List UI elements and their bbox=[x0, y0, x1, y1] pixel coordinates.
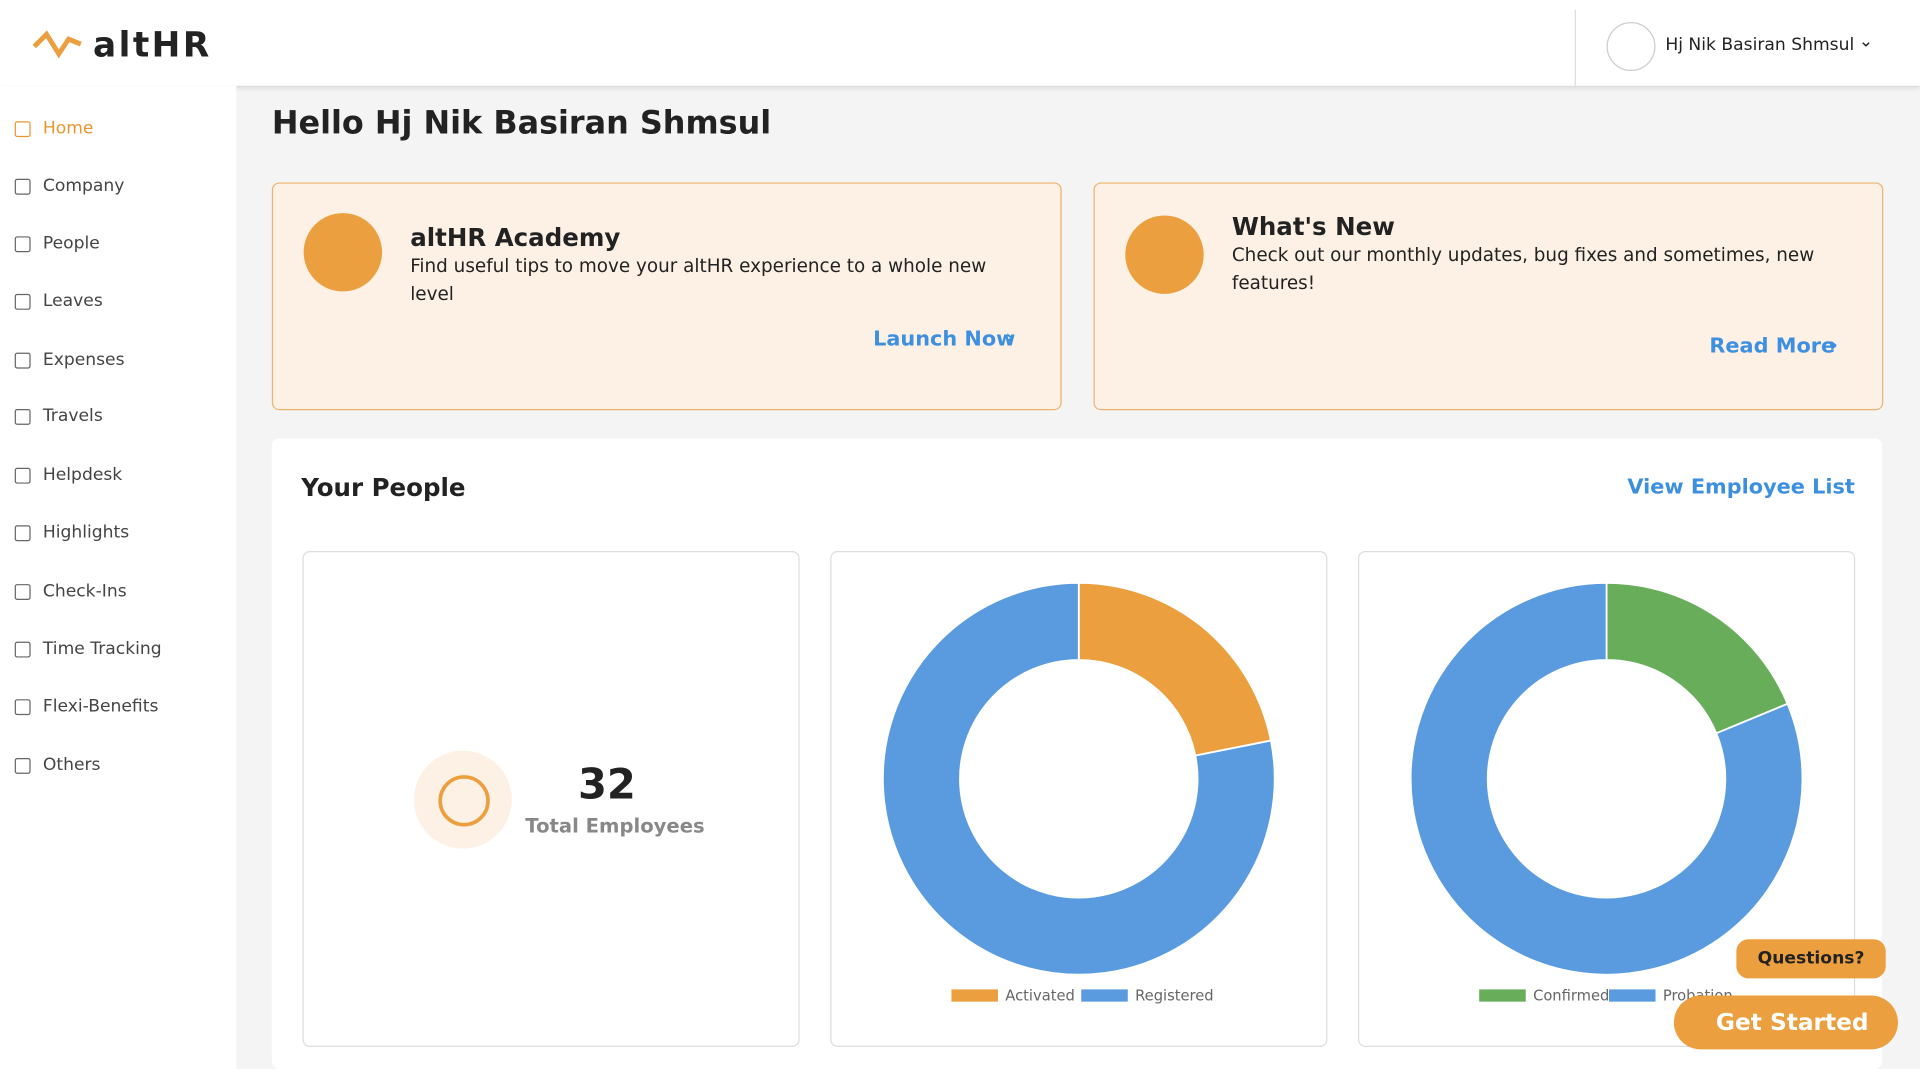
donut-chart: Activated Registered bbox=[882, 581, 1276, 1004]
card-title: What's New bbox=[1231, 211, 1395, 242]
nav-item[interactable]: Company bbox=[14, 176, 125, 196]
avatar[interactable] bbox=[1606, 22, 1656, 72]
nav-item[interactable]: Expenses bbox=[14, 350, 125, 370]
card-link[interactable]: Launch Now bbox=[873, 326, 1016, 352]
total-value: 32 bbox=[577, 760, 636, 810]
total-box: 32 Total Employees bbox=[302, 551, 800, 1047]
nav-item[interactable]: People bbox=[14, 233, 100, 254]
nav-label: Others bbox=[42, 755, 101, 776]
nav-icon bbox=[14, 235, 31, 252]
donut-chart: ConfirmedProbation bbox=[1409, 581, 1804, 1004]
nav-icon bbox=[14, 408, 31, 425]
nav-item[interactable]: Leaves bbox=[14, 291, 103, 312]
card-text: Find useful tips to move your altHR expe… bbox=[410, 254, 987, 305]
user-menu[interactable]: Hj Nik Basiran Shmsul bbox=[1665, 35, 1855, 56]
nav-icon bbox=[14, 583, 31, 600]
people-panel: Your People View Employee List 32 Total … bbox=[271, 438, 1883, 1069]
card-link[interactable]: Read More bbox=[1709, 334, 1836, 359]
view-list-link[interactable]: View Employee List bbox=[1627, 475, 1855, 500]
nav-label: Time Tracking bbox=[42, 639, 162, 659]
nav-label: Expenses bbox=[42, 350, 125, 370]
chart-box: Activated Registered bbox=[830, 551, 1328, 1047]
nav-item[interactable]: Home bbox=[14, 118, 94, 139]
card-title: altHR Academy bbox=[410, 222, 621, 253]
nav-label: Home bbox=[42, 118, 94, 139]
sidebar: Home Company People Leaves Expenses Travels He… bbox=[0, 85, 237, 1069]
nav-icon bbox=[14, 120, 31, 137]
nav-icon bbox=[14, 467, 31, 484]
logo-icon bbox=[32, 30, 82, 59]
nav-icon bbox=[14, 352, 31, 368]
legend-swatch bbox=[951, 989, 998, 1002]
nav-label: Check-Ins bbox=[42, 581, 127, 602]
icon-ring bbox=[438, 775, 490, 827]
nav-label: People bbox=[42, 233, 100, 254]
nav-icon bbox=[14, 178, 31, 195]
top-bar: altHR Hj Nik Basiran Shmsul ⌄ bbox=[0, 0, 1920, 86]
legend-swatch bbox=[1608, 989, 1656, 1002]
nav-item[interactable]: Helpdesk bbox=[14, 465, 123, 485]
logo: altHR bbox=[93, 24, 212, 65]
nav-icon bbox=[14, 524, 31, 541]
nav-item[interactable]: Flexi-Benefits bbox=[14, 696, 159, 717]
chevron: › bbox=[1829, 333, 1838, 358]
card-text: Check out our monthly updates, bug fixes… bbox=[1231, 243, 1815, 294]
donut-segment bbox=[1077, 581, 1273, 757]
nav-item[interactable]: Check-Ins bbox=[14, 581, 127, 602]
nav-icon bbox=[14, 293, 31, 310]
dropdown-caret[interactable]: ⌄ bbox=[1858, 31, 1874, 52]
get-started-button[interactable]: Get Started bbox=[1673, 995, 1898, 1050]
people-icon bbox=[413, 750, 512, 849]
total-label: Total Employees bbox=[525, 814, 705, 838]
divider bbox=[1574, 9, 1576, 86]
nav-icon bbox=[14, 641, 31, 657]
nav-label: Travels bbox=[42, 406, 103, 427]
nav-label: Highlights bbox=[42, 522, 130, 543]
nav-icon bbox=[14, 757, 31, 774]
legend-label: Activated bbox=[1005, 987, 1075, 1004]
nav-label: Flexi-Benefits bbox=[42, 696, 159, 717]
nav-item[interactable]: Travels bbox=[14, 406, 103, 427]
news-card: What's New Check out our monthly updates… bbox=[1093, 182, 1884, 411]
nav-icon bbox=[14, 698, 31, 715]
nav-label: Company bbox=[42, 176, 125, 196]
nav-label: Helpdesk bbox=[42, 465, 123, 485]
chart-box: ConfirmedProbation bbox=[1357, 551, 1856, 1047]
nav-item[interactable]: Time Tracking bbox=[14, 639, 162, 659]
donut-segment bbox=[882, 581, 1276, 976]
donut-segment bbox=[1409, 581, 1804, 976]
nav-item[interactable]: Highlights bbox=[14, 522, 130, 543]
section-title: Your People bbox=[301, 472, 466, 503]
academy-card: altHR Academy Find useful tips to move y… bbox=[271, 182, 1062, 411]
donut-segment bbox=[1605, 581, 1789, 735]
card-icon bbox=[303, 213, 383, 292]
legend-label: Registered bbox=[1135, 987, 1214, 1004]
legend-swatch bbox=[1081, 989, 1128, 1002]
chevron: › bbox=[1005, 325, 1014, 351]
legend-label: Confirmed bbox=[1533, 987, 1609, 1004]
greeting: Hello Hj Nik Basiran Shmsul bbox=[271, 105, 772, 143]
nav-item[interactable]: Others bbox=[14, 755, 101, 776]
card-icon bbox=[1125, 215, 1204, 294]
questions-button[interactable]: Questions? bbox=[1736, 939, 1886, 979]
nav-label: Leaves bbox=[42, 291, 103, 312]
legend-swatch bbox=[1479, 989, 1526, 1002]
